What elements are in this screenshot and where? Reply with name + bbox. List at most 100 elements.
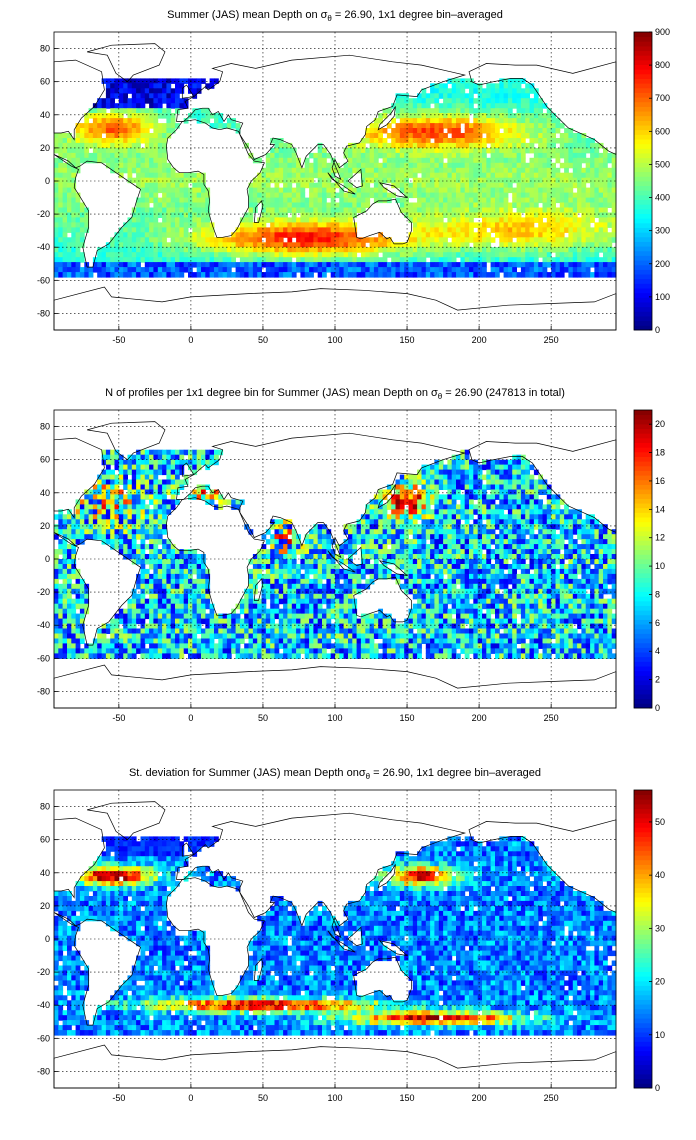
heatmap-cell	[300, 257, 306, 263]
heatmap-cell	[166, 128, 172, 134]
heatmap-cell	[525, 267, 530, 273]
heatmap-cell	[71, 207, 77, 213]
heatmap-cell	[507, 93, 513, 99]
heatmap-cell	[503, 147, 509, 154]
heatmap-cell	[542, 187, 548, 194]
heatmap-cell	[170, 449, 176, 456]
heatmap-cell	[611, 232, 617, 238]
heatmap-cell	[54, 534, 59, 540]
heatmap-cell	[170, 504, 176, 510]
heatmap-cell	[170, 222, 176, 228]
heatmap-cell	[538, 474, 543, 481]
heatmap-cell	[170, 267, 176, 273]
heatmap-cell	[157, 88, 163, 94]
heatmap-cell	[283, 227, 288, 233]
heatmap-cell	[149, 88, 154, 94]
heatmap-cell	[252, 267, 258, 273]
heatmap-cell	[192, 78, 198, 84]
heatmap-cell	[395, 494, 401, 500]
heatmap-cell	[421, 147, 427, 154]
heatmap-cell	[162, 152, 167, 159]
heatmap-cell	[421, 499, 427, 505]
heatmap-cell	[546, 262, 552, 268]
heatmap-cell	[369, 142, 375, 149]
colorbar-frame	[633, 31, 653, 331]
heatmap-cell	[97, 509, 102, 515]
heatmap-cell	[603, 197, 608, 204]
heatmap-cell	[507, 227, 513, 233]
heatmap-cell	[447, 187, 453, 194]
heatmap-cell	[322, 267, 327, 273]
heatmap-cell	[188, 242, 193, 248]
heatmap-cell	[516, 118, 522, 124]
heatmap-cell	[473, 182, 479, 189]
heatmap-cell	[456, 272, 461, 278]
heatmap-cell	[373, 118, 379, 124]
heatmap-cell	[430, 118, 435, 124]
heatmap-cell	[252, 272, 258, 278]
heatmap-cell	[79, 157, 85, 164]
heatmap-cell	[611, 212, 617, 218]
heatmap-cell	[512, 192, 517, 199]
heatmap-cell	[58, 152, 64, 159]
heatmap-cell	[123, 252, 128, 258]
heatmap-cell	[110, 272, 115, 278]
heatmap-cell	[464, 93, 470, 99]
heatmap-cell	[300, 187, 306, 194]
heatmap-cell	[110, 529, 115, 535]
heatmap-cell	[261, 257, 267, 263]
heatmap-cell	[144, 177, 150, 184]
heatmap-cell	[404, 202, 409, 208]
heatmap-cell	[291, 232, 297, 238]
heatmap-cell	[425, 172, 431, 179]
heatmap-cell	[360, 514, 366, 520]
heatmap-cell	[71, 157, 77, 164]
heatmap-cell	[369, 133, 375, 139]
heatmap-cell	[568, 133, 574, 139]
heatmap-cell	[430, 177, 435, 184]
heatmap-cell	[179, 267, 185, 273]
heatmap-cell	[499, 474, 505, 481]
heatmap-cell	[456, 182, 461, 189]
heatmap-cell	[503, 489, 509, 495]
heatmap-cell	[62, 172, 68, 179]
heatmap-cell	[352, 267, 358, 273]
heatmap-cell	[404, 138, 409, 144]
heatmap-cell	[373, 272, 379, 278]
heatmap-cell	[430, 187, 435, 194]
heatmap-cell	[179, 98, 185, 104]
heatmap-cell	[84, 152, 90, 159]
heatmap-cell	[226, 257, 232, 263]
heatmap-cell	[84, 222, 90, 228]
heatmap-cell	[196, 232, 202, 238]
heatmap-cell	[226, 123, 232, 129]
heatmap-cell	[581, 519, 587, 525]
colorbar-segment	[634, 171, 652, 177]
heatmap-cell	[309, 227, 314, 233]
heatmap-cell	[482, 142, 487, 149]
heatmap-cell	[486, 197, 492, 204]
heatmap-cell	[486, 232, 492, 238]
heatmap-cell	[555, 514, 561, 520]
heatmap-cell	[222, 262, 228, 268]
heatmap-cell	[348, 212, 353, 218]
heatmap-cell	[118, 514, 124, 520]
heatmap-cell	[58, 247, 64, 253]
heatmap-cell	[469, 237, 474, 243]
heatmap-cell	[564, 182, 569, 189]
heatmap-cell	[313, 524, 319, 530]
heatmap-cell	[568, 162, 574, 169]
heatmap-cell	[451, 142, 457, 149]
heatmap-cell	[79, 227, 85, 233]
heatmap-cell	[460, 232, 466, 238]
heatmap-cell	[529, 182, 535, 189]
heatmap-cell	[326, 187, 332, 194]
heatmap-cell	[356, 237, 362, 243]
heatmap-cell	[136, 237, 141, 243]
heatmap-cell	[248, 187, 254, 194]
heatmap-cell	[348, 529, 353, 535]
heatmap-cell	[568, 207, 574, 213]
heatmap-cell	[300, 237, 306, 243]
heatmap-cell	[460, 222, 466, 228]
heatmap-cell	[525, 123, 530, 129]
